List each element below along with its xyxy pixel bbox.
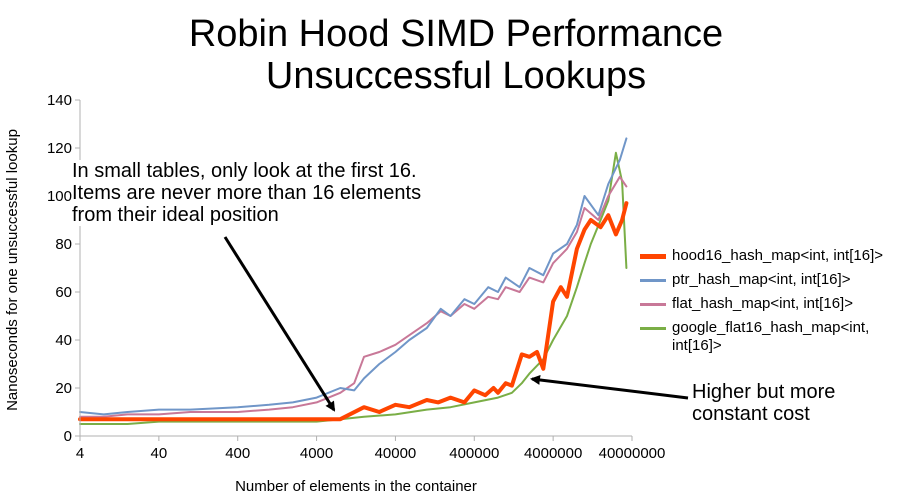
annotation-higher-cost: Higher but more constant cost [692,381,912,425]
arrow-higher-cost [530,375,689,400]
y-tick-label: 20 [55,380,72,397]
legend-item-google-flat16: google_flat16_hash_map<int, int[16]> [640,317,912,365]
arrow-small-tables [223,236,336,412]
legend-swatch-flat [640,303,666,306]
y-tick-label: 100 [47,188,72,205]
series-line-1 [79,137,628,416]
x-tick-label: 40 [151,445,168,462]
series-line-0 [78,201,629,422]
chart-title-line-2: Unsuccessful Lookups [265,55,647,97]
x-tick-label: 4000000 [524,445,582,462]
legend-item-hood16: hood16_hash_map<int, int[16]> [640,245,912,269]
y-tick-label: 40 [55,332,72,349]
x-axis-title: Number of elements in the container [235,478,477,495]
y-tick-label: 140 [47,92,72,109]
y-tick-label: 0 [64,428,72,445]
x-tick-label: 400 [225,445,250,462]
y-tick-label: 80 [55,236,72,253]
legend-label-ptr: ptr_hash_map<int, int[16]> [672,271,851,288]
legend-swatch-ptr [640,279,666,282]
x-tick-label: 4000 [300,445,333,462]
chart-title-line-1: Robin Hood SIMD Performance [188,13,724,55]
x-tick-label: 40000 [375,445,417,462]
legend: hood16_hash_map<int, int[16]> ptr_hash_m… [640,245,912,365]
legend-item-ptr: ptr_hash_map<int, int[16]> [640,269,912,293]
legend-label-google-flat16: google_flat16_hash_map<int, int[16]> [672,319,870,354]
legend-swatch-hood16 [640,254,666,259]
x-tick-label: 4 [76,445,84,462]
y-tick-label: 60 [55,284,72,301]
x-tick-label: 40000000 [599,445,666,462]
axes: 0 20 40 60 80 100 120 140 4 40 400 4000 40000 400000 4… [4,92,665,495]
legend-label-flat: flat_hash_map<int, int[16]> [672,295,853,312]
series-line-3 [79,151,628,425]
y-axis-title: Nanoseconds for one unsuccessful lookup [4,129,21,411]
y-tick-label: 120 [47,140,72,157]
legend-label-hood16: hood16_hash_map<int, int[16]> [672,247,884,264]
legend-item-flat: flat_hash_map<int, int[16]> [640,293,912,317]
annotation-arrows [223,236,689,412]
series-layer [78,137,629,425]
x-tick-label: 400000 [449,445,499,462]
legend-swatch-google-flat16 [640,327,666,330]
annotation-small-tables: In small tables, only look at the first … [72,160,442,226]
